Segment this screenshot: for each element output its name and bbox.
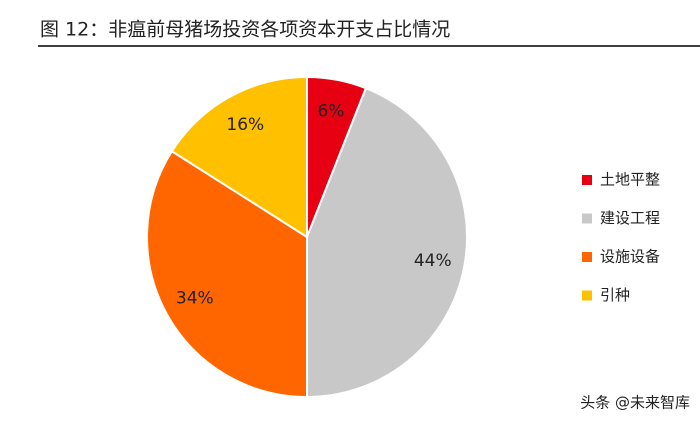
value-label: 34% [176, 289, 214, 309]
legend-label: 建设工程 [600, 209, 660, 227]
watermark: 头条 @未来智库 [580, 394, 690, 412]
legend-swatch [582, 213, 592, 224]
legend-swatch [582, 175, 592, 185]
value-label: 6% [317, 101, 344, 121]
pie-slice [170, 75, 308, 239]
pie-slice [306, 86, 468, 399]
legend-label: 土地平整 [600, 171, 660, 189]
legend-label: 设施设备 [600, 248, 660, 266]
legend-label: 引种 [600, 286, 630, 304]
legend-swatch [582, 252, 592, 262]
value-label: 16% [226, 115, 264, 135]
legend-swatch [582, 290, 592, 301]
value-label: 44% [414, 251, 452, 271]
chart-title: 图 12：非瘟前母猪场投资各项资本开支占比情况 [40, 19, 450, 41]
